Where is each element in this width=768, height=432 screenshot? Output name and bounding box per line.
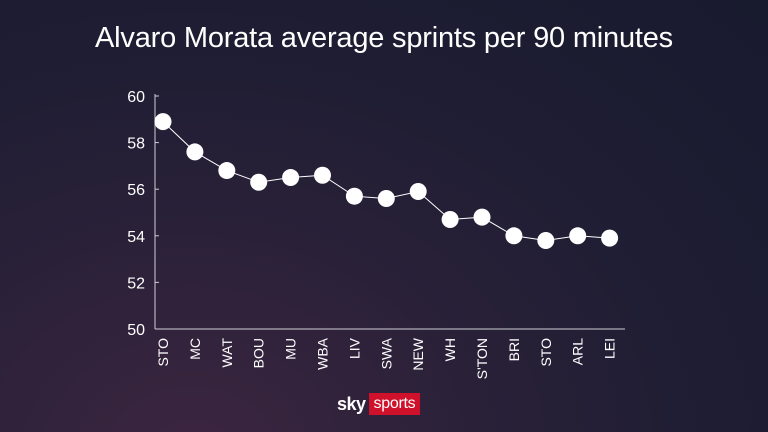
x-axis-ticks: STO MC WAT BOU MU WBA LIV SWA NEW WH S'TON BRI STO AR…	[155, 337, 618, 379]
data-point	[409, 183, 427, 201]
x-tick-label: WH	[442, 338, 458, 361]
data-point	[154, 113, 172, 131]
sky-sports-logo: sky sports	[337, 393, 421, 415]
data-point	[186, 143, 204, 161]
x-tick-label: BRI	[506, 338, 522, 361]
x-tick-label: STO	[155, 338, 171, 367]
series-polyline	[162, 121, 610, 241]
x-tick-label: MC	[187, 338, 203, 360]
y-axis-ticks: 50 52 54 56 58 60	[127, 89, 159, 339]
logo-sky-text: sky	[337, 394, 366, 414]
y-tick-label: 52	[127, 275, 145, 292]
data-point	[601, 229, 619, 247]
data-point	[218, 162, 236, 180]
x-tick-label: WBA	[315, 337, 331, 370]
chart-title: Alvaro Morata average sprints per 90 min…	[95, 22, 673, 54]
data-point	[345, 187, 363, 205]
x-tick-label: S'TON	[474, 338, 490, 379]
x-tick-label: ARL	[570, 338, 586, 365]
logo-sports-text: sports	[368, 393, 421, 415]
x-tick-label: BOU	[251, 338, 267, 368]
series-line	[162, 121, 610, 241]
x-tick-label: STO	[538, 338, 554, 367]
y-tick-label: 56	[127, 182, 145, 199]
y-tick-label: 58	[127, 136, 145, 153]
data-point	[505, 227, 523, 245]
data-point	[377, 190, 395, 208]
x-tick-label: NEW	[410, 337, 426, 370]
chart-axes	[154, 94, 625, 330]
series-points	[154, 113, 619, 249]
data-point	[314, 166, 331, 184]
data-point	[473, 208, 491, 226]
x-tick-label: LEI	[602, 338, 618, 359]
y-tick-label: 54	[127, 229, 145, 246]
x-tick-label: LIV	[346, 337, 362, 359]
y-tick-label: 50	[127, 322, 145, 339]
data-point	[537, 231, 555, 249]
data-point	[441, 210, 459, 228]
data-point	[282, 169, 300, 187]
x-tick-label: WAT	[219, 338, 235, 368]
y-tick-label: 60	[127, 89, 145, 106]
x-tick-label: SWA	[378, 337, 394, 369]
data-point	[250, 173, 268, 191]
data-point	[569, 227, 587, 245]
x-tick-label: MU	[283, 338, 299, 360]
